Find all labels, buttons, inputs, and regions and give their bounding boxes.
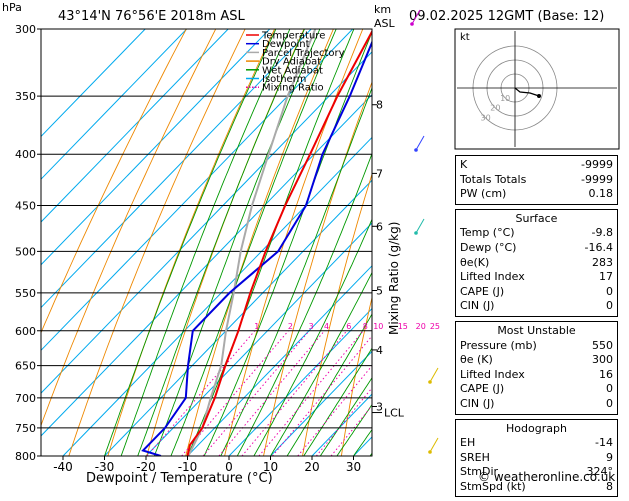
mixing-ratio-line (203, 331, 309, 456)
hodograph-ring-label: 20 (490, 104, 500, 113)
mixing-ratio-label: 3 (309, 322, 314, 331)
lcl-label: LCL (384, 407, 405, 420)
pressure-tick-label: 500 (15, 245, 36, 258)
pressure-tick-label: 350 (15, 90, 36, 103)
surface-theta-row: θe(K)283 (460, 256, 613, 271)
mu-pressure-row: Pressure (mb)550 (460, 339, 613, 354)
hodograph-unit-label: kt (460, 32, 470, 43)
wind-barb (416, 136, 424, 150)
pressure-tick-label: 400 (15, 148, 36, 161)
wind-barb-dot (414, 148, 418, 152)
wind-profile (410, 10, 438, 454)
datetime-title: 09.02.2025 12GMT (Base: 12) (409, 9, 604, 24)
wind-barb-dot (414, 231, 418, 235)
indices-box: K-9999 Totals Totals-9999 PW (cm)0.18 (455, 155, 618, 205)
km-tick-label: 7 (376, 167, 383, 180)
precipitable-water-row: PW (cm)0.18 (460, 187, 613, 202)
hodograph-stats-title: Hodograph (460, 422, 613, 437)
surface-dewp-row: Dewp (°C)-16.4 (460, 241, 613, 256)
dry-adiabat-line (30, 29, 216, 456)
pressure-tick-label: 800 (15, 450, 36, 463)
km-tick-label: 5 (376, 284, 383, 297)
mixing-ratio-line (219, 331, 325, 456)
surface-title: Surface (460, 212, 613, 227)
wind-barb-dot (428, 380, 432, 384)
mixing-ratio-label: 20 (416, 322, 426, 331)
km-unit-label: km (374, 3, 391, 16)
mu-cin-row: CIN (J)0 (460, 397, 613, 412)
pressure-tick-label: 450 (15, 200, 36, 213)
mixing-ratio-line (147, 331, 255, 456)
wind-barb (416, 219, 424, 233)
surface-cin-row: CIN (J)0 (460, 299, 613, 314)
x-axis-title: Dewpoint / Temperature (°C) (86, 471, 273, 486)
surface-cape-row: CAPE (J)0 (460, 285, 613, 300)
pressure-tick-label: 750 (15, 422, 36, 435)
km-tick-label: 6 (376, 220, 383, 233)
mixing-ratio-label: 8 (363, 322, 368, 331)
temperature-tick-label: 20 (304, 460, 319, 474)
most-unstable-title: Most Unstable (460, 324, 613, 339)
km-tick-label: 8 (376, 99, 383, 112)
pressure-tick-label: 300 (15, 23, 36, 36)
isotherm-line (0, 29, 394, 456)
stats-table: K-9999 Totals Totals-9999 PW (cm)0.18 Su… (455, 155, 618, 501)
temperature-tick-label: -40 (53, 460, 73, 474)
mixing-ratio-label: 4 (324, 322, 329, 331)
mixing-ratio-axis-title: Mixing Ratio (g/kg) (387, 222, 401, 335)
hodograph-end-point (537, 94, 541, 98)
pressure-tick-label: 550 (15, 287, 36, 300)
surface-temp-row: Temp (°C)-9.8 (460, 226, 613, 241)
pressure-tick-label: 700 (15, 392, 36, 405)
wind-barb-dot (428, 450, 432, 454)
temperature-tick-label: 30 (346, 460, 361, 474)
mu-cape-row: CAPE (J)0 (460, 382, 613, 397)
mu-theta-row: θe (K)300 (460, 353, 613, 368)
wind-barb (430, 368, 438, 382)
pressure-tick-label: 600 (15, 325, 36, 338)
dry-adiabat-line (69, 29, 245, 456)
copyright-footer: © weatheronline.co.uk (478, 470, 615, 484)
mixing-ratio-label: 1 (254, 322, 259, 331)
totals-totals-row: Totals Totals-9999 (460, 173, 613, 188)
surface-box: Surface Temp (°C)-9.8 Dewp (°C)-16.4 θe(… (455, 209, 618, 317)
mixing-ratio-label: 2 (288, 322, 293, 331)
pressure-unit-label: hPa (2, 1, 22, 14)
asl-unit-label: ASL (374, 17, 396, 30)
k-index-row: K-9999 (460, 158, 613, 173)
mixing-ratio-label: 10 (373, 322, 383, 331)
most-unstable-box: Most Unstable Pressure (mb)550 θe (K)300… (455, 321, 618, 415)
hodograph-ring-label: 30 (481, 113, 491, 122)
pressure-tick-label: 650 (15, 360, 36, 373)
km-tick-label: 4 (376, 344, 383, 357)
hodograph-frame (455, 29, 619, 149)
location-title: 43°14'N 76°56'E 2018m ASL (58, 9, 246, 24)
wind-barb-dot (410, 22, 414, 26)
legend-entry: Mixing Ratio (262, 83, 324, 94)
eh-row: EH-14 (460, 436, 613, 451)
mixing-ratio-label: 6 (346, 322, 351, 331)
km-tick-label: 3 (376, 400, 383, 413)
wind-barb (430, 438, 438, 452)
mixing-ratio-label: 25 (430, 322, 440, 331)
hodograph-ring-label: 10 (500, 94, 510, 103)
